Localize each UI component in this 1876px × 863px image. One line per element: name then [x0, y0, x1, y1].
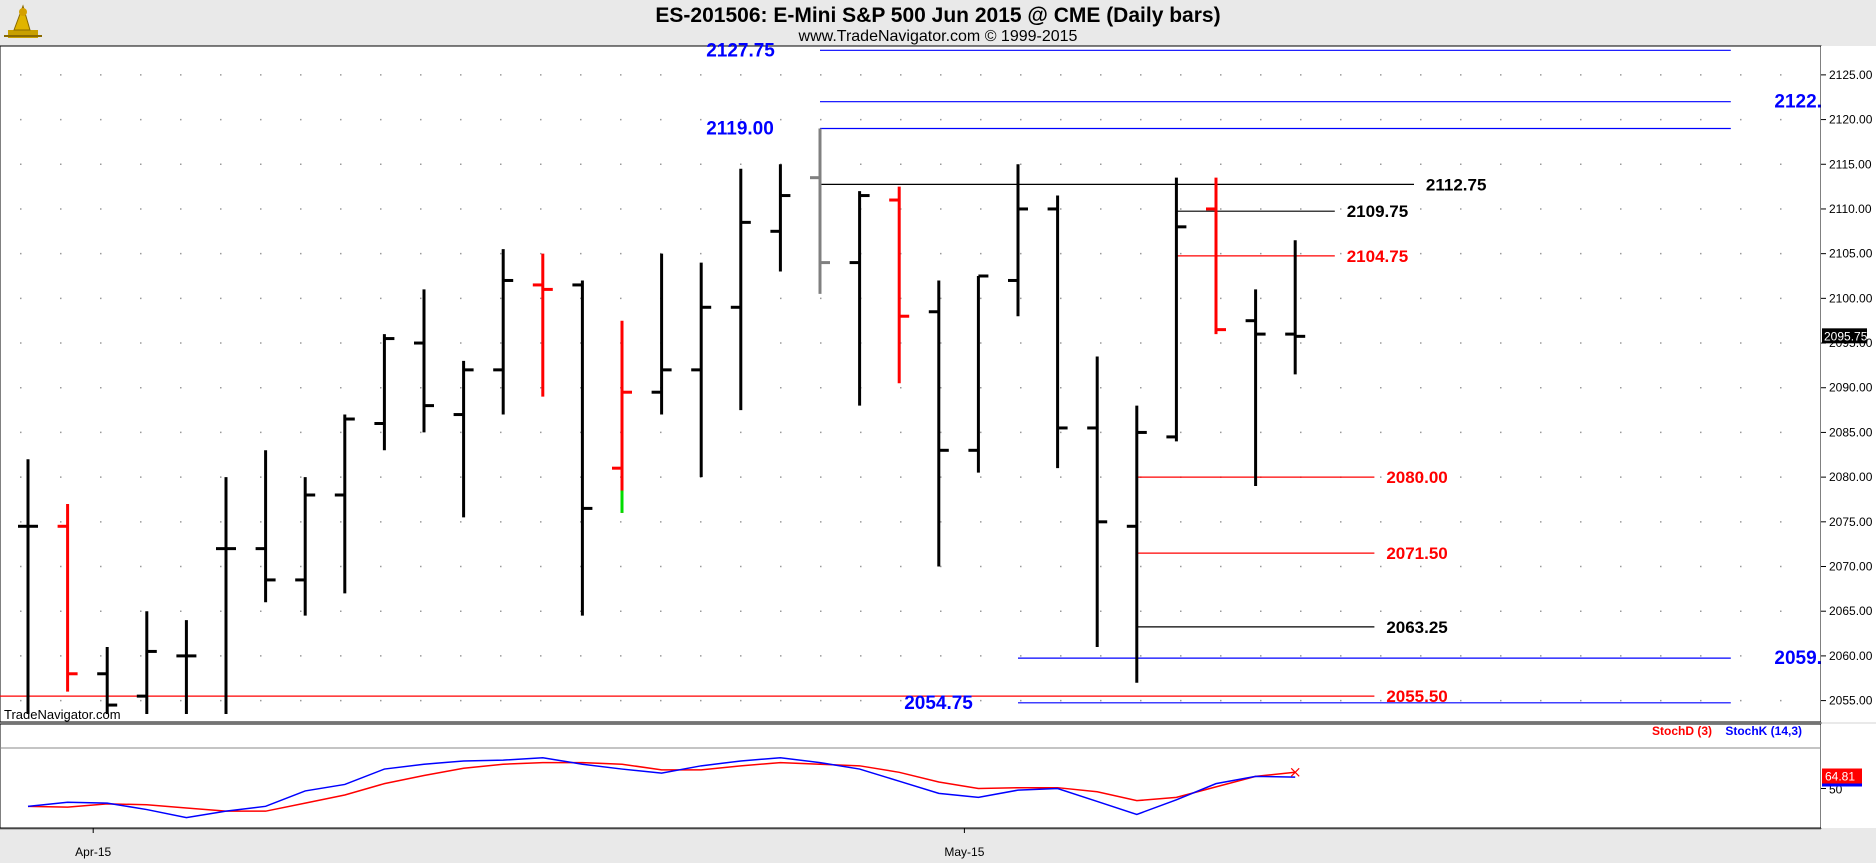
ohlc-bar [1206, 177, 1226, 335]
ohlc-bar [1126, 405, 1147, 683]
ohlc-bar [136, 611, 157, 714]
stochastic-panel [0, 723, 1822, 829]
ohlc-bar [255, 450, 276, 603]
price-axis[interactable] [1821, 46, 1876, 722]
date-tick-label: May-15 [944, 845, 984, 859]
stoch-k-legend: StochK (14,3) [1725, 724, 1802, 738]
date-axis: Apr-15 May-15 [75, 828, 985, 859]
price-level-label: 2071.50 [1386, 544, 1447, 563]
price-tick-label: 2100.00 [1829, 291, 1873, 305]
watermark: TradeNavigator.com [4, 707, 121, 722]
stoch-end-marker [1290, 767, 1300, 777]
price-tick-label: 2085.00 [1829, 425, 1873, 439]
ohlc-bar [770, 164, 791, 272]
price-tick-label: 2075.00 [1829, 515, 1873, 529]
stoch-last-marker: 64.81 [1822, 768, 1862, 787]
price-tick-label: 2070.00 [1829, 560, 1873, 574]
ohlc-bar [374, 334, 395, 451]
ohlc-bar [928, 280, 949, 567]
ohlc-bar [334, 414, 355, 594]
ohlc-bar [97, 646, 118, 714]
ohlc-bar [968, 274, 989, 473]
ohlc-bar [453, 360, 474, 518]
ohlc-bar [572, 280, 593, 616]
last-price-marker: 2095.75 [1822, 328, 1868, 344]
price-tick-label: 2065.00 [1829, 604, 1873, 618]
price-tick-label: 2120.00 [1829, 113, 1873, 127]
ohlc-bar [1285, 240, 1306, 375]
ohlc-bar [889, 186, 910, 384]
ohlc-bar [849, 191, 870, 406]
price-level-label: 2054.75 [904, 693, 973, 714]
stoch-last-label: 64.81 [1825, 770, 1855, 784]
stoch-line [27, 761, 1296, 812]
ohlc-bar [1166, 177, 1187, 442]
price-tick-label: 2080.00 [1829, 470, 1873, 484]
price-level-label: 2127.75 [706, 40, 775, 61]
ohlc-bar [691, 262, 712, 478]
price-level-label: 2112.75 [1426, 175, 1487, 194]
ohlc-bar [176, 620, 197, 714]
price-tick-label: 2090.00 [1829, 381, 1873, 395]
ohlc-bar [1087, 356, 1108, 647]
chart-subtitle: www.TradeNavigator.com © 1999-2015 [798, 28, 1078, 45]
price-tick-label: 2105.00 [1829, 247, 1873, 261]
price-axis-ticks: 2055.00 2060.00 2065.00 2070.00 2075.00 2080.… [1821, 68, 1873, 708]
ohlc-bar [1245, 289, 1266, 487]
stoch-line [27, 756, 1296, 819]
price-level-labels: 2127.752122.002119.002112.752109.752104.… [706, 40, 1843, 714]
ohlc-bar [1008, 164, 1028, 317]
ohlc-bar [1047, 195, 1068, 469]
ohlc-bar [414, 289, 434, 433]
ohlc-bar [730, 168, 751, 411]
ohlc-bar [612, 320, 632, 513]
price-tick-label: 2060.00 [1829, 649, 1873, 663]
ohlc-bar [651, 253, 672, 415]
stochastic-lines [27, 756, 1300, 819]
price-tick-label: 2125.00 [1829, 68, 1873, 82]
price-tick-label: 2115.00 [1829, 157, 1872, 171]
ohlc-bar [493, 249, 514, 415]
price-level-label: 2063.25 [1386, 618, 1447, 637]
price-level-label: 2109.75 [1347, 202, 1408, 221]
ohlc-bar [57, 503, 78, 692]
date-tick-label: Apr-15 [75, 845, 111, 859]
ohlc-bar [532, 253, 553, 397]
chart-title: ES-201506: E-Mini S&P 500 Jun 2015 @ CME… [655, 4, 1220, 27]
price-level-label: 2055.50 [1386, 687, 1447, 706]
main-plot-area [0, 45, 1822, 723]
price-level-label: 2104.75 [1347, 247, 1408, 266]
price-tick-label: 2110.00 [1829, 202, 1872, 216]
last-price-label: 2095.75 [1824, 329, 1868, 343]
ohlc-bar [295, 477, 316, 616]
price-tick-label: 2055.00 [1829, 694, 1873, 708]
ohlc-bars [18, 128, 1306, 714]
ohlc-bar [18, 459, 38, 714]
price-level-label: 2080.00 [1386, 468, 1447, 487]
ohlc-bar [810, 128, 830, 294]
price-level-label: 2119.00 [706, 119, 774, 140]
stoch-d-legend: StochD (3) [1652, 724, 1712, 738]
logo-icon [4, 4, 42, 38]
ohlc-bar [216, 477, 236, 714]
